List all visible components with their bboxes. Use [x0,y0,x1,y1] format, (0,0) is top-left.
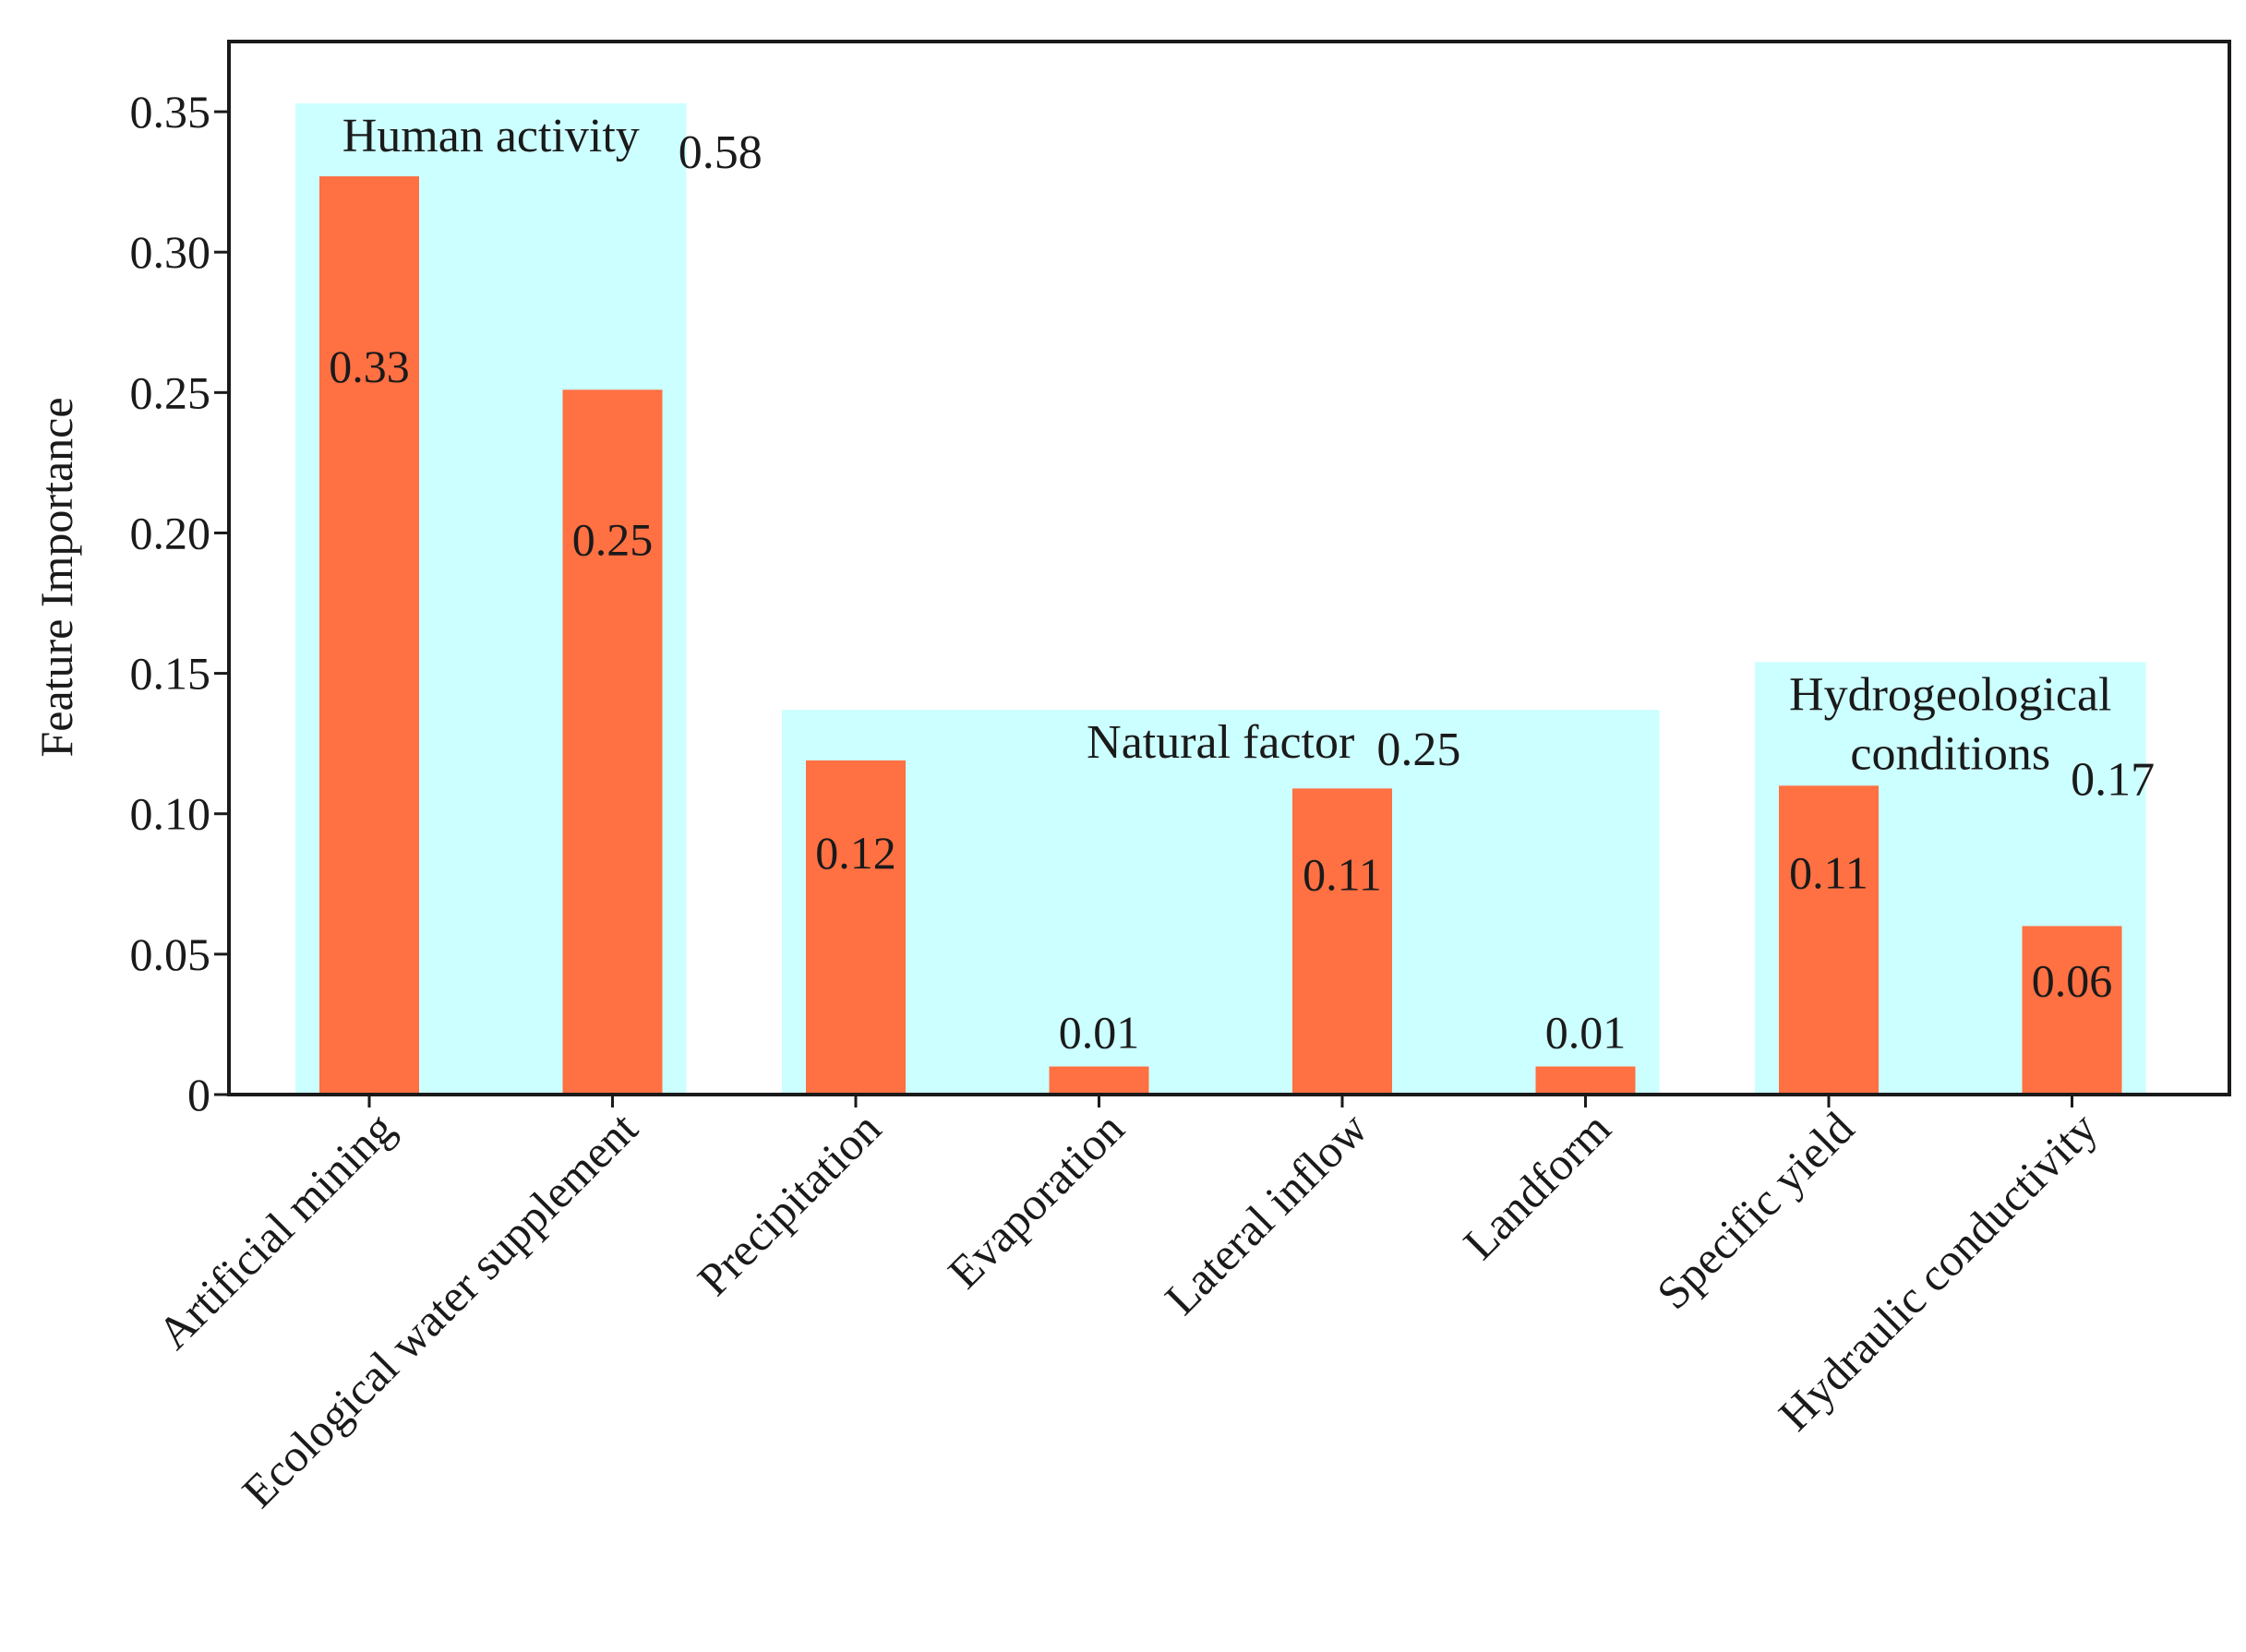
data-label: 0.12 [815,827,896,879]
group-label: conditions [1850,727,2050,780]
group-labels: Human activity 0.58 Natural factor 0.25 Hydr… [342,110,2155,806]
y-tick-label: 0 [187,1069,210,1120]
group-total-label: 0.58 [679,126,763,179]
data-label: 0.11 [1303,849,1382,901]
data-label: 0.25 [572,513,654,565]
x-tick-label: Evaporation [938,1102,1134,1298]
y-tick-label: 0.25 [130,366,211,418]
y-tick-label: 0.30 [130,226,211,278]
bars [319,176,2122,1095]
group-total-label: 0.25 [1376,724,1460,776]
x-tick-label: Lateral inflow [1155,1102,1377,1324]
x-tick-label: Ecological water supplement [232,1102,647,1517]
data-label: 0.33 [329,341,410,392]
x-tick-label: Precipitation [688,1102,891,1305]
bar [1292,788,1392,1095]
y-axis-title: Feature Importance [30,397,82,757]
y-tick-label: 0.10 [130,788,211,840]
group-label: Human activity [342,110,640,162]
data-label: 0.06 [2032,954,2113,1006]
y-axis: 0 0.05 0.10 0.15 0.20 0.25 0.30 0.35 [130,86,229,1120]
y-tick-label: 0.20 [130,507,211,558]
data-label: 0.01 [1059,1007,1140,1059]
x-tick-label: Landform [1453,1102,1620,1269]
y-tick-label: 0.35 [130,86,211,138]
group-label: Natural factor [1087,716,1354,769]
group-band [782,710,1660,1095]
y-tick-label: 0.15 [130,648,211,700]
x-tick-label: Specific yield [1647,1102,1864,1319]
data-label: 0.11 [1789,846,1868,898]
data-label: 0.01 [1545,1007,1627,1059]
bar [319,176,419,1095]
bar [562,389,663,1095]
bar [1049,1066,1149,1095]
data-labels: 0.33 0.25 0.12 0.01 0.11 0.01 0.11 0.06 [329,341,2112,1058]
bar [1535,1066,1636,1095]
x-tick-label: Artificial mining [148,1102,404,1359]
bar [806,760,906,1095]
group-total-label: 0.17 [2071,753,2155,806]
bar [2022,926,2122,1095]
bar [1779,785,1879,1095]
plot-frame [227,40,2231,1096]
group-label: Hydrogeological [1789,668,2111,721]
y-tick-label: 0.05 [130,928,211,980]
